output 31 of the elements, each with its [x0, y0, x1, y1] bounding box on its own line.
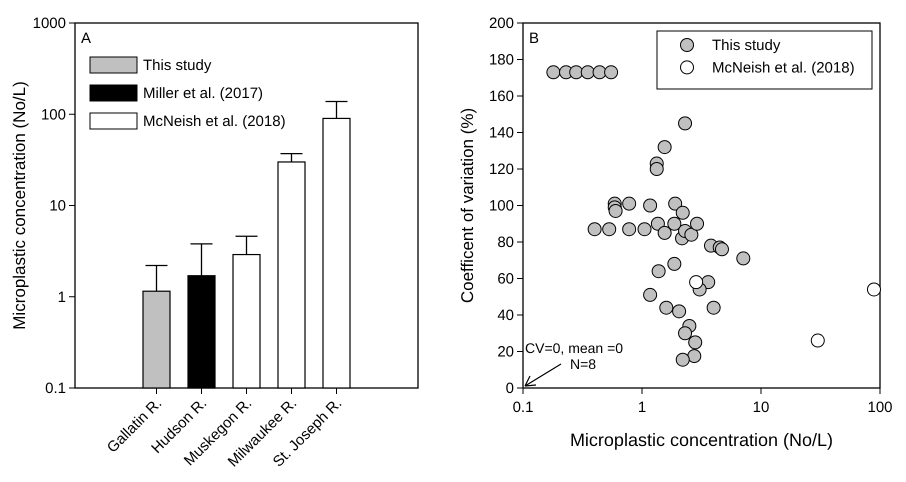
y-tick-label: 1: [58, 288, 66, 306]
text: A: [81, 30, 92, 47]
y-tick-label: 200: [488, 15, 514, 32]
y-axis-title: Microplastic concentration (No/L): [10, 81, 29, 330]
x-tick-label: 10: [752, 399, 770, 416]
y-tick-label: 60: [497, 270, 514, 288]
x-axis-title: Microplastic concentration (No/L): [570, 430, 834, 450]
y-tick-label: 10: [49, 198, 66, 214]
y-tick-label: 180: [488, 52, 514, 68]
x-tick-label: 1: [638, 399, 646, 416]
y-tick-label: 160: [488, 88, 514, 105]
x-tick-label: 100: [867, 399, 893, 416]
legend-label: McNeish et al. (2018): [712, 59, 855, 76]
x-tick-label: 0.1: [512, 399, 534, 416]
annotation: CV=0, mean =0 N=8: [525, 340, 624, 372]
y-tick-label: 40: [497, 307, 514, 324]
y-tick-label: 140: [488, 124, 514, 142]
y-axis-title: Coefficent of variation (%): [458, 108, 477, 304]
y-tick-label: 0.1: [45, 380, 66, 397]
y-tick-label: 1000: [32, 15, 66, 32]
y-tick-label: 80: [497, 234, 514, 251]
legend-label: This study: [712, 37, 781, 54]
legend-label: McNeish et al. (2018): [143, 113, 286, 130]
y-tick-label: 100: [488, 198, 514, 214]
y-tick-label: 100: [40, 106, 66, 124]
y-tick-label: 120: [488, 161, 514, 178]
annotation: B: [529, 30, 540, 47]
y-tick-label: 20: [497, 344, 514, 360]
legend-label: This study: [143, 57, 212, 74]
y-tick-label: 0: [506, 380, 514, 397]
legend-label: Miller et al. (2017): [143, 85, 264, 102]
